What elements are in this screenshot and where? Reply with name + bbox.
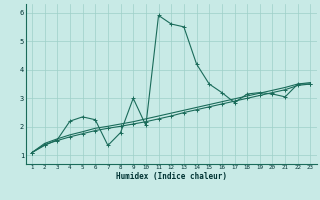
X-axis label: Humidex (Indice chaleur): Humidex (Indice chaleur) [116, 172, 227, 181]
